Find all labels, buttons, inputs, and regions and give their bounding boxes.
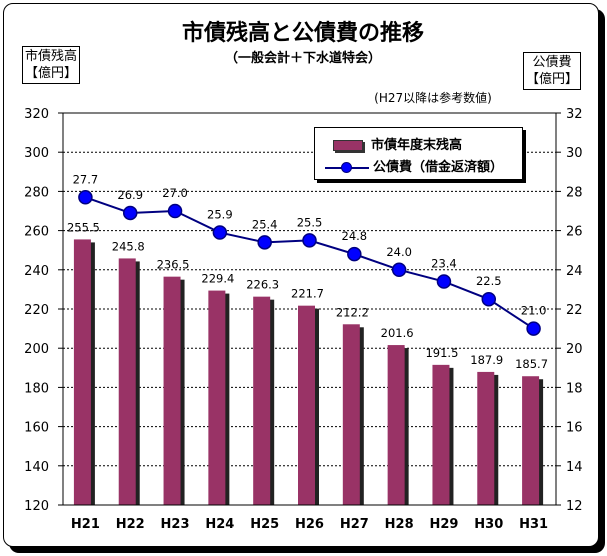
left-tick-label: 320 xyxy=(24,107,49,122)
right-tick-label: 14 xyxy=(566,460,583,475)
bar-value-label: 185.7 xyxy=(515,357,548,371)
right-tick-label: 26 xyxy=(566,225,583,240)
x-tick-label: H23 xyxy=(161,517,190,532)
line-value-label: 24.8 xyxy=(342,229,368,243)
axes: 120 140 160 180 200 220 240 260 280 300 320 12 14 16 1… xyxy=(24,107,582,532)
left-tick-label: 220 xyxy=(24,303,49,318)
line-value-label: 21.0 xyxy=(521,304,547,318)
line-point xyxy=(481,291,497,307)
x-tick-label: H31 xyxy=(519,517,548,532)
bar-value-label: 201.6 xyxy=(381,326,414,340)
line-point xyxy=(78,190,93,205)
bar xyxy=(522,376,540,505)
line-value-label: 27.7 xyxy=(73,172,99,186)
legend: 市債年度末残高 公債費（借金返済額） xyxy=(314,127,523,180)
right-tick-label: 22 xyxy=(566,303,583,318)
line-point xyxy=(436,274,452,289)
legend-item-line: 公債費（借金返済額） xyxy=(315,156,503,175)
bar-value-label: 226.3 xyxy=(246,278,279,292)
bar xyxy=(208,290,226,505)
line-point xyxy=(391,262,407,278)
x-tick-label: H24 xyxy=(205,517,234,532)
bar-value-label: 221.7 xyxy=(291,287,324,301)
chart-title: 市債残高と公債費の推移 xyxy=(182,20,424,46)
bar-value-label: 187.9 xyxy=(470,353,503,367)
line-value-label: 24.0 xyxy=(386,245,412,259)
legend-label-line: 公債費（借金返済額） xyxy=(373,160,504,175)
left-tick-label: 200 xyxy=(24,342,49,357)
right-tick-label: 24 xyxy=(566,264,583,279)
line-value-label: 25.9 xyxy=(207,208,233,222)
bar-value-label: 236.5 xyxy=(157,258,190,272)
line-point xyxy=(257,235,272,250)
left-axis-unit-box: 市債残高 【億円】 xyxy=(22,46,81,84)
bar-series xyxy=(73,239,544,506)
line-value-label: 26.9 xyxy=(117,188,143,202)
bar xyxy=(387,345,405,505)
bar-value-label: 229.4 xyxy=(201,272,234,286)
line-point xyxy=(212,225,228,240)
bar-value-label: 245.8 xyxy=(112,239,145,253)
plot-area-border xyxy=(62,112,557,506)
right-tick-label: 32 xyxy=(566,107,583,122)
left-tick-label: 120 xyxy=(24,499,49,514)
x-tick-label: H29 xyxy=(429,517,458,532)
bar-value-label: 212.2 xyxy=(336,305,369,319)
legend-label-bar: 市債年度末残高 xyxy=(371,138,463,153)
line-point xyxy=(302,233,317,248)
bar xyxy=(298,305,315,505)
legend-item-bar: 市債年度末残高 xyxy=(315,134,462,153)
right-tick-label: 16 xyxy=(566,421,583,436)
x-tick-label: H26 xyxy=(295,517,324,532)
left-tick-label: 240 xyxy=(24,264,49,279)
legend-swatch-bar xyxy=(333,140,363,151)
line-point xyxy=(167,203,183,219)
line-point xyxy=(526,321,541,336)
line-point xyxy=(122,205,138,221)
line-value-label: 25.5 xyxy=(297,215,323,229)
left-tick-label: 280 xyxy=(24,185,49,200)
line-value-label: 27.0 xyxy=(162,186,188,200)
bar xyxy=(432,364,450,505)
x-tick-label: H21 xyxy=(71,517,100,532)
bar-value-label: 191.5 xyxy=(425,346,458,360)
line-point xyxy=(347,246,362,262)
bar-value-label: 255.5 xyxy=(67,220,100,234)
bar xyxy=(163,276,181,505)
left-tick-label: 300 xyxy=(24,146,49,161)
right-axis-unit-box: 公債費 【億円】 xyxy=(523,52,582,90)
bar xyxy=(118,258,136,505)
bar xyxy=(73,239,91,506)
x-tick-label: H22 xyxy=(116,517,145,532)
left-axis-label-line2: 【億円】 xyxy=(25,66,78,81)
left-tick-label: 180 xyxy=(24,381,49,396)
left-tick-label: 260 xyxy=(24,225,49,240)
x-tick-label: H28 xyxy=(385,517,414,532)
legend-swatch-line xyxy=(325,161,369,174)
line-value-label: 23.4 xyxy=(431,257,457,271)
x-tick-label: H27 xyxy=(340,517,369,532)
line-value-label: 22.5 xyxy=(476,274,502,288)
line-value-label: 25.4 xyxy=(252,217,278,231)
left-axis-label-line1: 市債残高 xyxy=(25,49,78,64)
bar xyxy=(342,324,360,505)
x-tick-label: H30 xyxy=(474,517,503,532)
x-tick-label: H25 xyxy=(250,517,279,532)
right-axis-label-line1: 公債費 xyxy=(532,55,572,70)
right-tick-label: 20 xyxy=(566,342,583,357)
data-labels: 255.5 245.8 236.5 229.4 226.3 221.7 212.2 201.6… xyxy=(67,172,548,371)
line-series xyxy=(78,190,541,336)
left-tick-label: 160 xyxy=(24,421,49,436)
right-tick-label: 18 xyxy=(566,381,583,396)
right-tick-label: 12 xyxy=(566,499,583,514)
right-tick-label: 28 xyxy=(566,185,583,200)
right-axis-label-line2: 【億円】 xyxy=(526,72,579,87)
left-tick-label: 140 xyxy=(24,460,49,475)
chart-note: (H27以降は参考数値) xyxy=(374,90,492,105)
chart-subtitle: （一般会計＋下水道特会） xyxy=(225,50,381,66)
right-tick-label: 30 xyxy=(566,146,583,161)
bar xyxy=(253,296,271,505)
bar xyxy=(477,371,495,505)
